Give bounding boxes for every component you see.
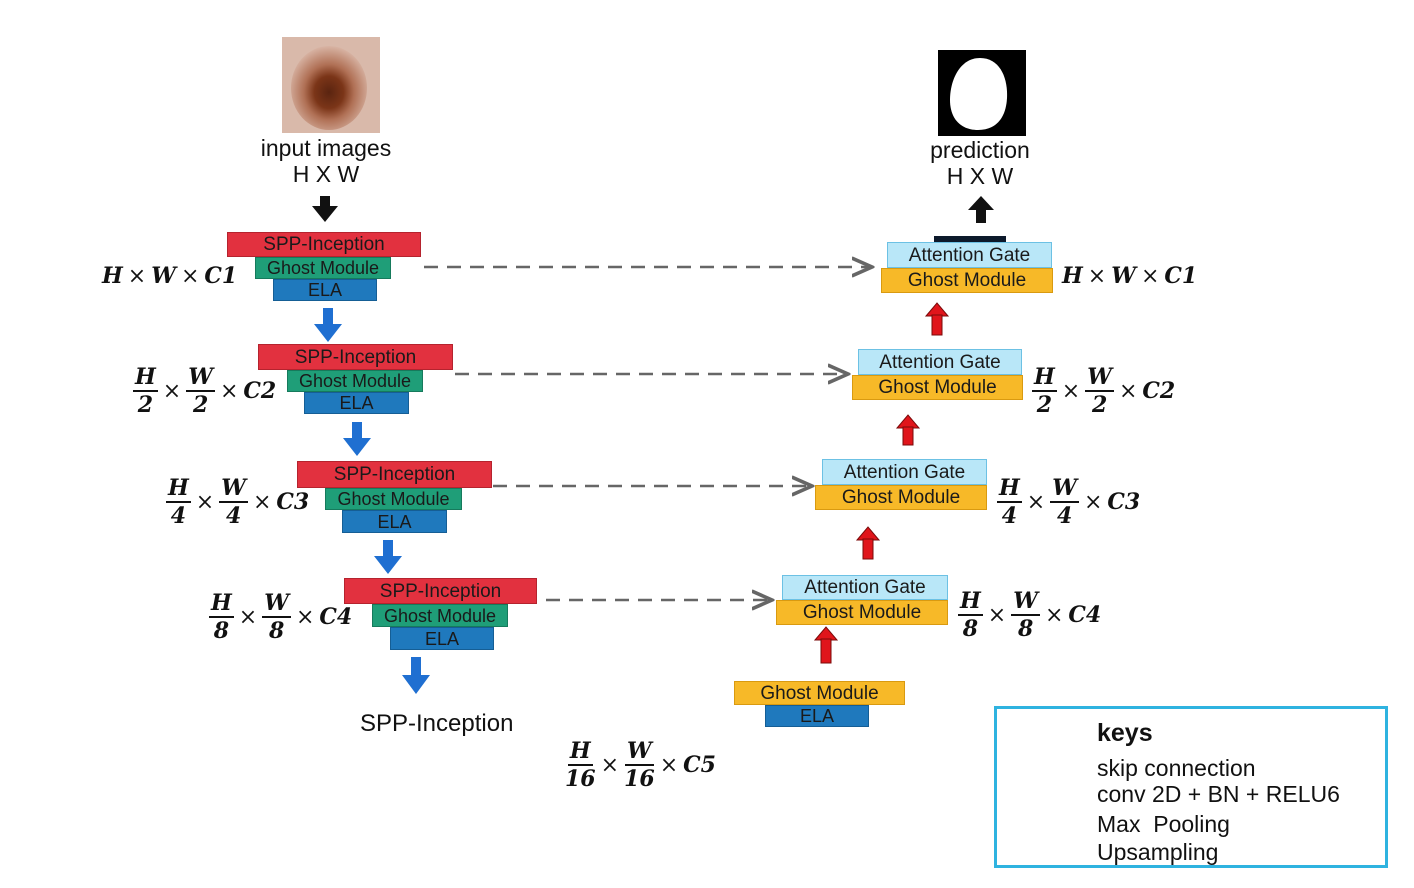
encoder-ghost-3: Ghost Module <box>325 488 462 510</box>
encoder-spp-1: SPP-Inception <box>227 232 421 257</box>
output-size: H X W <box>946 163 1014 190</box>
upsample-arrow-4 <box>924 302 950 336</box>
decoder-attention-4: Attention Gate <box>782 575 948 600</box>
encoder-dim-2: H 2 × W 2 × C2 <box>133 364 277 418</box>
maxpool-arrow-1 <box>314 308 342 342</box>
decoder-dim-3: H 4 × W 4 × C3 <box>997 475 1141 529</box>
key-conv-label: conv 2D + BN + RELU6 <box>1097 781 1340 807</box>
decoder-dim-4: H 8 × W 8 × C4 <box>958 588 1102 642</box>
decoder-ghost-3: Ghost Module <box>815 485 987 510</box>
input-image <box>282 37 380 133</box>
encoder-ela-1: ELA <box>273 279 377 301</box>
encoder-dim-4: H 8 × W 8 × C4 <box>209 590 353 644</box>
input-size: H X W <box>292 161 360 188</box>
upsample-arrow-1 <box>813 626 839 664</box>
encoder-spp-2: SPP-Inception <box>258 344 453 370</box>
decoder-attention-2: Attention Gate <box>858 349 1022 375</box>
decoder-dim-1: H × W × C1 <box>1062 263 1198 289</box>
maxpool-arrow-4 <box>402 657 430 694</box>
output-label: prediction H X W <box>902 137 1058 190</box>
encoder-spp-3: SPP-Inception <box>297 461 492 488</box>
encoder-ela-3: ELA <box>342 510 447 533</box>
keys-legend: keys skip connection conv 2D + BN + RELU… <box>994 706 1388 868</box>
encoder-dim-3: H 4 × W 4 × C3 <box>166 475 310 529</box>
key-maxpool-label: Max Pooling <box>1097 811 1230 837</box>
maxpool-arrow-3 <box>374 540 402 574</box>
output-title: prediction <box>930 137 1030 163</box>
decoder-attention-1: Attention Gate <box>887 242 1052 268</box>
upsample-arrow-3 <box>895 414 921 446</box>
decoder-attention-3: Attention Gate <box>822 459 987 485</box>
encoder-ela-4: ELA <box>390 627 494 650</box>
decoder-dim-2: H 2 × W 2 × C2 <box>1032 364 1176 418</box>
key-skip-label: skip connection <box>1097 755 1256 781</box>
conv-bar <box>934 236 1006 242</box>
encoder-spp-4: SPP-Inception <box>344 578 537 604</box>
encoder-dim-1: H × W × C1 <box>102 263 238 289</box>
encoder-ghost-1: Ghost Module <box>255 257 391 279</box>
prediction-image <box>938 50 1026 136</box>
keys-title: keys <box>1097 719 1153 747</box>
maxpool-arrow-2 <box>343 422 371 456</box>
output-arrow <box>968 196 994 223</box>
decoder-ghost-1: Ghost Module <box>881 268 1053 293</box>
bottleneck-label: SPP-Inception <box>360 710 514 737</box>
bottleneck-dim: H 16 × W 16 × C5 <box>565 738 716 792</box>
input-label: input images H X W <box>236 135 416 188</box>
input-arrow <box>312 196 338 222</box>
encoder-ghost-4: Ghost Module <box>372 604 508 627</box>
decoder-ghost-2: Ghost Module <box>852 375 1023 400</box>
upsample-arrow-2 <box>855 526 881 560</box>
decoder-ghost-4: Ghost Module <box>776 600 948 625</box>
decoder-bottom-ghost: Ghost Module <box>734 681 905 705</box>
encoder-ghost-2: Ghost Module <box>287 370 423 392</box>
encoder-ela-2: ELA <box>304 392 409 414</box>
key-upsample-label: Upsampling <box>1097 839 1219 865</box>
decoder-bottom-ela: ELA <box>765 705 869 727</box>
input-title: input images <box>260 135 392 161</box>
